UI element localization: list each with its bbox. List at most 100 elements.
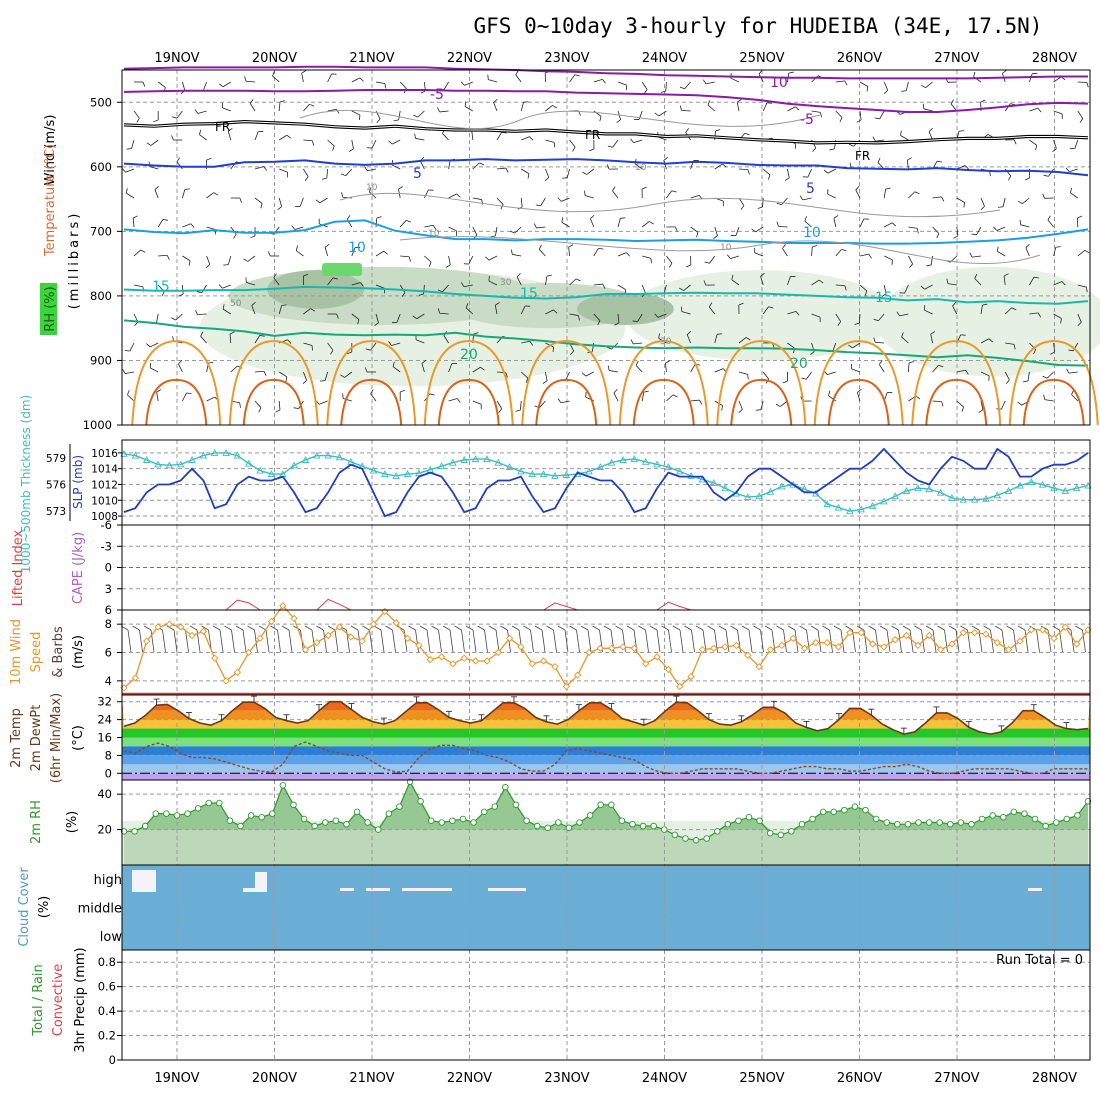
wind-barb-flag bbox=[1084, 249, 1090, 254]
wind-barb-flag bbox=[291, 225, 296, 230]
wind-barb-flag bbox=[392, 361, 395, 367]
wind-barb bbox=[419, 160, 425, 170]
wind-barb-flag bbox=[757, 206, 763, 209]
wind-barb-flag bbox=[614, 322, 620, 326]
rh-marker bbox=[1010, 808, 1018, 816]
surface-barb bbox=[530, 629, 534, 653]
wind-barb bbox=[709, 255, 716, 264]
temp-label-10-thin-4: 10 bbox=[720, 243, 732, 253]
thickness-tick-573: 573 bbox=[46, 506, 66, 518]
rh-marker bbox=[671, 831, 679, 839]
wind-barb-flag bbox=[946, 278, 949, 284]
surface-barb-flag bbox=[845, 625, 853, 631]
surface-barb-flag bbox=[569, 625, 577, 631]
cloud-gap bbox=[255, 872, 267, 892]
wind-marker bbox=[948, 640, 956, 648]
wind-marker bbox=[574, 671, 582, 679]
surface-barb bbox=[242, 629, 247, 653]
tick-label-0.8: 0.8 bbox=[98, 955, 116, 969]
wind-barb-flag bbox=[915, 395, 921, 400]
wind-barb bbox=[641, 392, 645, 402]
surface-barb-flag bbox=[350, 625, 359, 631]
wind-marker bbox=[313, 638, 321, 647]
wind-marker bbox=[857, 629, 865, 637]
surface-barb bbox=[231, 629, 235, 653]
surface-barb bbox=[127, 629, 132, 653]
wind-barb bbox=[539, 400, 546, 408]
wind-barb bbox=[1029, 107, 1039, 112]
wind-barb-flag bbox=[146, 142, 152, 146]
wind-barb bbox=[1001, 400, 1006, 410]
tick-label-8: 8 bbox=[105, 617, 112, 631]
wind-marker bbox=[778, 641, 786, 650]
surface-barb bbox=[426, 629, 431, 653]
wind-barb bbox=[875, 341, 885, 344]
thickness-tick-576: 576 bbox=[46, 480, 66, 492]
wind-barb bbox=[585, 195, 594, 199]
wind-barb-flag bbox=[1043, 394, 1046, 400]
isotherm-label-15-3: 15 bbox=[875, 290, 893, 306]
wind-barb-flag bbox=[696, 232, 699, 238]
thickness-marker bbox=[188, 456, 196, 463]
wind-barb-flag bbox=[782, 380, 788, 384]
wind-barb bbox=[980, 197, 985, 207]
wind-marker bbox=[608, 644, 616, 652]
wind-barb bbox=[229, 333, 232, 344]
wind-barb bbox=[778, 225, 788, 228]
wind-marker bbox=[1061, 623, 1069, 631]
surface-barb bbox=[564, 629, 569, 653]
isotherm-label-m5: -5 bbox=[430, 87, 444, 103]
wind-barb-flag bbox=[857, 388, 862, 393]
wind-barb bbox=[398, 110, 401, 120]
wind-marker bbox=[403, 634, 412, 642]
wind-barb-flag bbox=[708, 302, 713, 308]
wind-marker bbox=[233, 668, 242, 676]
wind-barb-flag bbox=[196, 291, 202, 294]
wind-barb bbox=[811, 110, 821, 113]
wind-barb-flag bbox=[868, 253, 872, 259]
surface-barb-flag bbox=[672, 625, 681, 631]
wind-axis-label-1: 10m Wind bbox=[9, 619, 24, 685]
wind-marker bbox=[846, 629, 854, 637]
thickness-marker bbox=[222, 449, 230, 456]
tick-label-20: 20 bbox=[97, 823, 112, 837]
wind-barb bbox=[131, 139, 135, 149]
wind-barb bbox=[488, 255, 498, 261]
wind-barb bbox=[855, 189, 861, 199]
thickness-marker bbox=[1004, 486, 1013, 494]
wind-barb bbox=[908, 362, 910, 373]
thickness-tick-579: 579 bbox=[46, 453, 66, 465]
top-date-20NOV: 20NOV bbox=[252, 51, 297, 66]
wind-barb-flag bbox=[738, 409, 743, 414]
rh-marker bbox=[777, 831, 785, 839]
wind-barb-flag bbox=[161, 291, 165, 297]
wind-barb-flag bbox=[285, 376, 288, 382]
wind-barb-flag bbox=[250, 235, 256, 239]
thickness-marker bbox=[403, 470, 412, 478]
surface-barb bbox=[1059, 629, 1063, 653]
wind-barb-flag bbox=[1070, 187, 1073, 193]
wind-barb bbox=[203, 81, 207, 91]
wind-barb-flag bbox=[980, 205, 985, 211]
wind-barb-flag bbox=[767, 174, 771, 180]
precip-panel: 0.8 0.6 0.4 0.2 0 Run Total = 0 Total / Rain… bbox=[31, 947, 1090, 1067]
tick-label-4: 4 bbox=[105, 674, 112, 688]
wind-barb-flag bbox=[837, 321, 842, 326]
bottom-date-24NOV: 24NOV bbox=[642, 1071, 687, 1086]
wind-barb bbox=[272, 75, 280, 83]
surface-barb-flag bbox=[879, 625, 888, 631]
wind-barb-flag bbox=[961, 406, 964, 412]
isotherm--5 bbox=[123, 89, 1089, 113]
wind-barb bbox=[1025, 247, 1030, 257]
wind-barb-flag bbox=[988, 338, 993, 343]
rh-marker bbox=[1042, 822, 1049, 830]
wind-barb bbox=[566, 168, 570, 178]
wind-barb bbox=[303, 139, 313, 142]
surface-barb bbox=[909, 629, 914, 653]
wind-barb-flag bbox=[878, 360, 883, 365]
cloud-panel: high middle low Cloud Cover (%) bbox=[17, 865, 1090, 950]
wind-barb-flag bbox=[286, 134, 292, 139]
rh-marker bbox=[809, 815, 816, 823]
cloud-grid bbox=[176, 865, 1055, 950]
wind-barb-flag bbox=[679, 287, 684, 291]
